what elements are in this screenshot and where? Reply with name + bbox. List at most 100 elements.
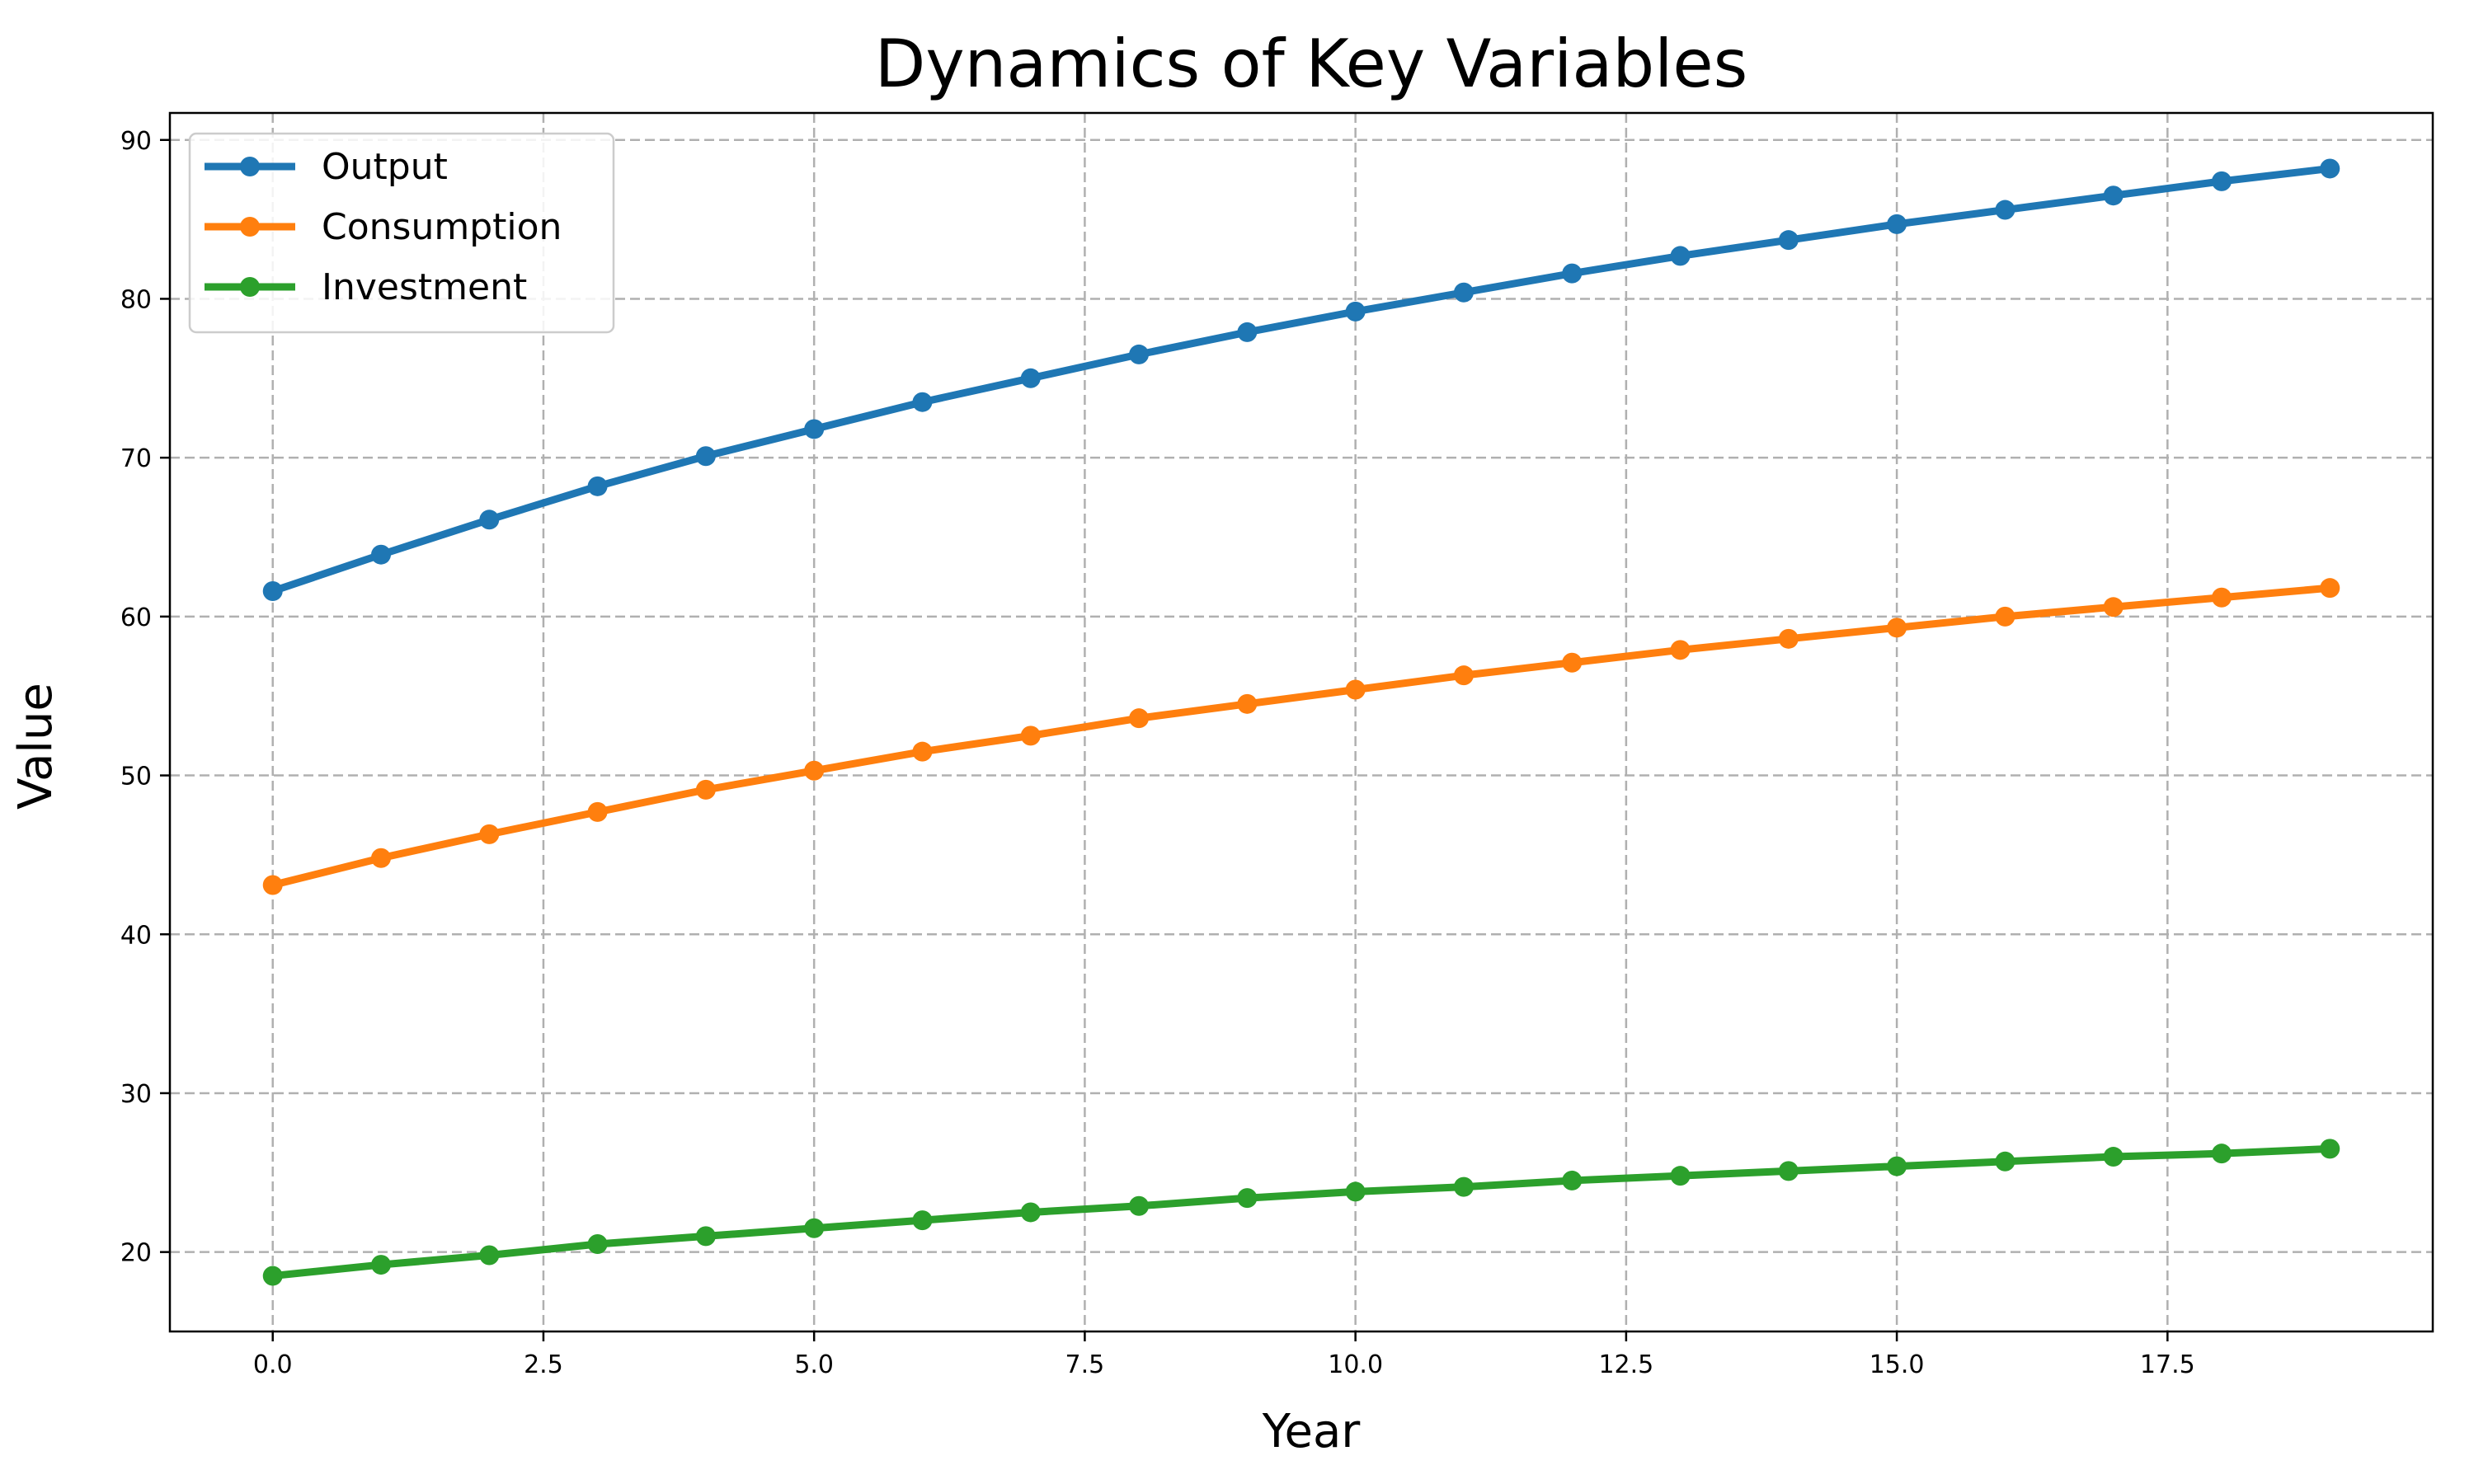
legend-marker-investment <box>240 277 260 297</box>
data-point-investment <box>912 1210 933 1231</box>
data-point-investment <box>804 1218 825 1238</box>
x-tick-label: 2.5 <box>524 1350 563 1379</box>
data-point-output <box>1020 368 1041 388</box>
data-point-output <box>1670 246 1691 266</box>
data-point-output <box>1453 282 1474 303</box>
data-point-investment <box>1670 1166 1691 1186</box>
x-axis-label: Year <box>1262 1405 1362 1458</box>
data-point-output <box>1237 322 1258 342</box>
x-tick-label: 17.5 <box>2140 1350 2195 1379</box>
y-tick-label: 60 <box>120 603 152 632</box>
y-tick-label: 50 <box>120 763 152 791</box>
legend-item-output: Output <box>205 146 448 188</box>
data-point-consumption <box>1453 665 1474 686</box>
data-point-consumption <box>587 801 608 822</box>
data-point-consumption <box>1778 628 1799 649</box>
legend-marker-consumption <box>240 217 260 237</box>
grid <box>170 113 2433 1331</box>
data-point-output <box>2211 171 2232 191</box>
data-point-output <box>804 419 825 439</box>
data-point-consumption <box>695 779 716 800</box>
data-point-investment <box>2103 1147 2124 1167</box>
series-output <box>262 158 2340 602</box>
data-point-consumption <box>371 848 392 868</box>
y-tick-label: 20 <box>120 1239 152 1268</box>
plot-area-frame <box>168 111 2434 1333</box>
data-point-output <box>2320 158 2340 179</box>
data-point-investment <box>2320 1139 2340 1159</box>
data-point-investment <box>1020 1202 1041 1223</box>
data-point-investment <box>1562 1170 1583 1190</box>
series-consumption <box>262 578 2340 895</box>
x-axis-ticks: 0.0 2.5 5.0 7.5 10.0 12.5 15.0 17.5 <box>253 1331 2195 1379</box>
y-axis-ticks: 20 30 40 50 60 70 80 90 <box>120 127 170 1268</box>
data-point-output <box>1995 200 2015 220</box>
x-tick-label: 10.0 <box>1328 1350 1383 1379</box>
data-point-consumption <box>2320 578 2340 599</box>
data-point-consumption <box>1995 606 2015 627</box>
legend-item-investment: Investment <box>205 266 527 308</box>
data-point-consumption <box>1887 618 1907 638</box>
chart-title: Dynamics of Key Variables <box>875 26 1748 102</box>
data-point-output <box>262 581 283 602</box>
series-line-investment <box>269 1144 2334 1280</box>
data-point-investment <box>1778 1161 1799 1181</box>
data-point-consumption <box>479 824 500 844</box>
data-point-consumption <box>1129 708 1150 729</box>
data-point-output <box>479 510 500 530</box>
x-tick-label: 7.5 <box>1065 1350 1105 1379</box>
x-tick-label: 5.0 <box>794 1350 834 1379</box>
legend-label-consumption: Consumption <box>322 206 562 248</box>
y-tick-label: 80 <box>120 285 152 314</box>
data-point-investment <box>1345 1181 1366 1202</box>
data-point-investment <box>479 1245 500 1266</box>
data-point-output <box>912 392 933 412</box>
y-tick-label: 70 <box>120 444 152 473</box>
data-point-consumption <box>804 760 825 781</box>
legend-box <box>188 132 615 334</box>
data-point-consumption <box>1345 679 1366 700</box>
series-line-consumption <box>269 584 2334 890</box>
legend-label-output: Output <box>322 146 448 188</box>
data-point-consumption <box>1670 640 1691 660</box>
data-point-output <box>1778 230 1799 251</box>
data-point-consumption <box>2211 587 2232 608</box>
data-point-investment <box>262 1266 283 1286</box>
legend-marker-output <box>240 157 260 176</box>
series-lines <box>262 158 2340 1286</box>
x-tick-label: 0.0 <box>253 1350 293 1379</box>
series-line-output <box>269 164 2334 595</box>
data-point-consumption <box>1237 693 1258 714</box>
data-point-investment <box>1887 1156 1907 1176</box>
data-point-consumption <box>1020 726 1041 746</box>
data-point-output <box>587 476 608 496</box>
data-point-output <box>1887 214 1907 234</box>
y-tick-label: 30 <box>120 1080 152 1109</box>
y-axis-label: Value <box>9 683 63 810</box>
data-point-investment <box>695 1226 716 1247</box>
series-investment <box>262 1139 2340 1286</box>
legend: Output Consumption Investment <box>188 132 615 334</box>
y-tick-label: 40 <box>120 921 152 950</box>
data-point-investment <box>1995 1151 2015 1172</box>
data-point-investment <box>371 1255 392 1275</box>
data-point-investment <box>2211 1144 2232 1164</box>
data-point-output <box>1562 263 1583 284</box>
data-point-output <box>1129 344 1150 364</box>
data-point-consumption <box>1562 652 1583 673</box>
data-point-consumption <box>262 875 283 895</box>
data-point-output <box>695 446 716 467</box>
data-point-consumption <box>2103 597 2124 618</box>
data-point-consumption <box>912 741 933 762</box>
data-point-investment <box>1129 1195 1150 1216</box>
legend-item-consumption: Consumption <box>205 206 562 248</box>
x-tick-label: 12.5 <box>1598 1350 1653 1379</box>
y-tick-label: 90 <box>120 127 152 156</box>
data-point-investment <box>1453 1176 1474 1197</box>
data-point-output <box>371 544 392 565</box>
data-point-investment <box>1237 1188 1258 1209</box>
legend-label-investment: Investment <box>322 266 527 308</box>
data-point-investment <box>587 1234 608 1255</box>
x-tick-label: 15.0 <box>1870 1350 1925 1379</box>
